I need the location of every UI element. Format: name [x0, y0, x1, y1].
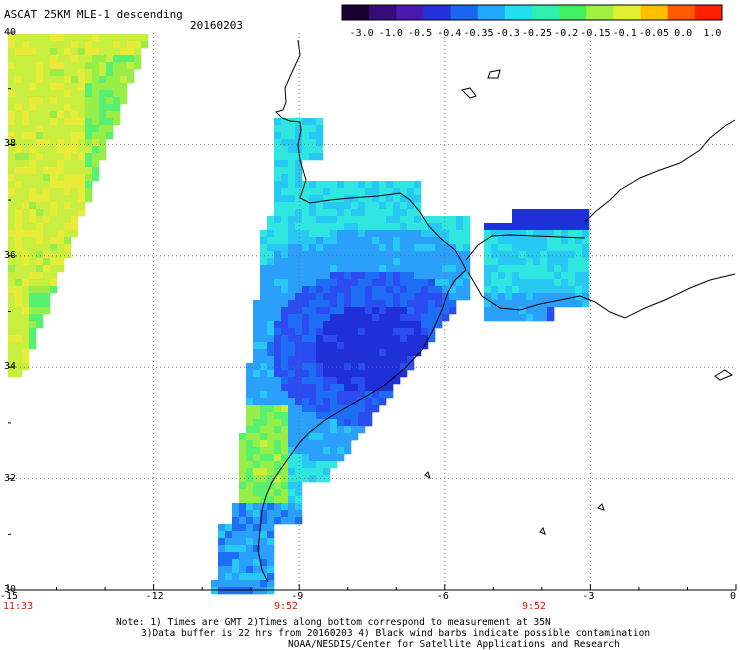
colorbar-tick-label: -1.0	[379, 28, 403, 39]
colorbar-segment	[450, 5, 479, 20]
island-e	[424, 471, 431, 480]
map-title: ASCAT 25KM MLE-1 descending	[4, 8, 183, 21]
colorbar-segment	[613, 5, 642, 20]
lat-label: 34	[4, 361, 17, 373]
colorbar-segment	[640, 5, 669, 20]
plot-frame	[7, 32, 737, 591]
colorbar-tick-label: -3.0	[350, 28, 374, 39]
data-swaths	[8, 34, 590, 595]
lat-label: 30	[4, 584, 17, 595]
lon-label: -3	[582, 591, 595, 602]
coastline-spain-south	[465, 234, 586, 261]
lon-label: 0	[730, 591, 737, 602]
lat-label: 32	[4, 472, 17, 484]
colorbar-tick-label: -0.15	[580, 28, 610, 39]
lat-label: 38	[4, 138, 17, 150]
colorbar-tick-label: -0.35	[463, 28, 493, 39]
colorbar-tick-label: -0.2	[554, 28, 578, 39]
colorbar-tick-label: 0.0	[674, 28, 692, 39]
colorbar-segment	[586, 5, 614, 20]
lon-label: -6	[436, 591, 449, 602]
colorbar-segment	[477, 5, 506, 20]
lat-lon-grid	[8, 33, 736, 590]
coastline-spain-east	[584, 119, 736, 223]
colorbar-tick-label: -0.05	[639, 28, 669, 39]
lat-label: 36	[4, 249, 17, 261]
lat-label: 40	[4, 27, 17, 38]
colorbar-segment	[559, 5, 587, 20]
coastline	[257, 39, 736, 583]
time-left: 11:33	[3, 601, 34, 612]
island-b	[487, 69, 501, 79]
note-line-2: 3)Data buffer is 22 hrs from 20160203 4)…	[141, 628, 651, 639]
colorbar-segment	[504, 5, 533, 20]
colorbar-segment	[369, 5, 397, 20]
colorbar-segment	[423, 5, 452, 20]
colorbar: -3.0 -1.0 -0.5 -0.4 -0.35 -0.3 -0.25 -0.2 -0.15-…	[341, 4, 723, 39]
colorbar-tick-label: -0.5	[408, 28, 432, 39]
colorbar-segment	[396, 5, 424, 20]
colorbar-segment	[532, 5, 560, 20]
colorbar-tick-label: -0.1	[613, 28, 637, 39]
lon-label: -12	[145, 591, 164, 602]
colorbar-tick-label: -0.3	[496, 28, 520, 39]
colorbar-segment	[667, 5, 696, 20]
colorbar-tick-label: -0.4	[437, 28, 461, 39]
time-right: 9:52	[522, 601, 547, 612]
island-a	[461, 87, 477, 99]
island-d	[539, 526, 546, 535]
coastline-morocco	[257, 269, 467, 583]
lon-label: -9	[291, 591, 304, 602]
island-c	[714, 369, 734, 381]
note-line-1: Note: 1) Times are GMT 2)Times along bot…	[116, 617, 551, 628]
time-center: 9:52	[274, 601, 299, 612]
coastline-portugal	[275, 39, 467, 271]
lon-label: -15	[0, 591, 19, 602]
colorbar-tick-label: -0.25	[522, 28, 552, 39]
coastline-africa-med	[467, 271, 736, 319]
colorbar-segment	[342, 5, 370, 20]
colorbar-tick-label: 1.0	[703, 28, 721, 39]
note-line-3: NOAA/NESDIS/Center for Satellite Applica…	[288, 639, 620, 650]
map-date: 20160203	[190, 19, 243, 32]
island-f	[597, 503, 605, 511]
colorbar-segment	[694, 5, 723, 20]
